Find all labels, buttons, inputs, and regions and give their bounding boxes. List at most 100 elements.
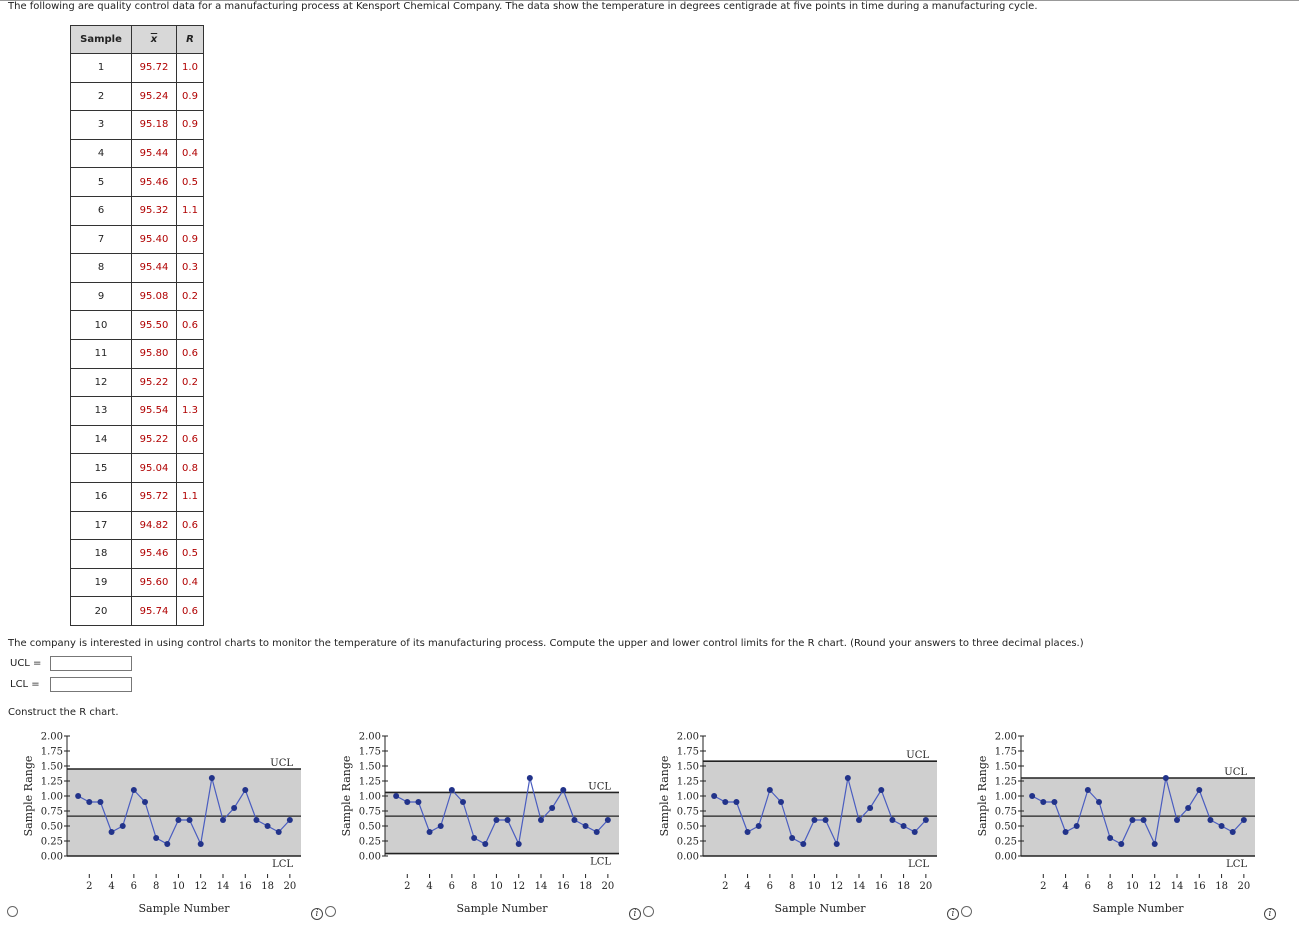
data-point: [253, 817, 260, 823]
data-point: [867, 805, 874, 811]
x-tick-label: 10: [1126, 881, 1139, 892]
control-band: [1021, 778, 1255, 856]
y-tick-label: 0.50: [41, 822, 63, 833]
cell-range: 0.8: [176, 453, 204, 483]
data-point: [526, 775, 533, 781]
data-point: [275, 829, 282, 835]
radio-button-icon-option-a[interactable]: [7, 906, 18, 917]
cell-sample: 15: [70, 453, 132, 483]
data-point: [404, 799, 411, 805]
info-icon-option-b[interactable]: i: [629, 908, 641, 920]
cell-sample: 16: [70, 481, 132, 512]
cell-sample: 3: [70, 110, 132, 140]
info-icon-option-c[interactable]: i: [947, 908, 959, 920]
cell-xbar: 95.32: [131, 195, 177, 226]
cell-range: 0.6: [176, 510, 204, 541]
table-row: 11 95.80 0.6: [70, 338, 204, 369]
y-axis-label: Sample Range: [976, 756, 989, 837]
table-row: 2 95.24 0.9: [70, 81, 204, 112]
cell-range: 0.2: [176, 281, 204, 312]
x-tick-label: 16: [875, 881, 888, 892]
x-tick-label: 10: [490, 881, 503, 892]
data-point: [264, 823, 271, 829]
x-tick-label: 8: [153, 881, 159, 892]
cell-range: 0.4: [176, 567, 204, 598]
radio-button-icon-option-b[interactable]: [325, 906, 336, 917]
cell-range: 0.5: [176, 539, 204, 569]
lcl-input[interactable]: [50, 677, 132, 692]
y-tick-label: 0.25: [677, 837, 699, 848]
x-tick-label: 18: [1215, 881, 1228, 892]
control-band: [67, 769, 301, 856]
table-row: 14 95.22 0.6: [70, 424, 204, 455]
data-point: [242, 787, 249, 793]
x-tick-label: 16: [1193, 881, 1206, 892]
data-point: [1040, 799, 1047, 805]
data-point: [1185, 805, 1192, 811]
cell-xbar: 95.24: [131, 81, 177, 112]
data-point: [426, 829, 433, 835]
cell-sample: 14: [70, 424, 132, 455]
x-tick-label: 18: [897, 881, 910, 892]
r-chart-option-1: UCL LCL 0.00 0.25 0.50 0.75 1.00 1.25 1.50 1.75 2.…: [333, 722, 633, 926]
cell-range: 0.5: [176, 167, 204, 197]
cell-xbar: 94.82: [131, 510, 177, 541]
data-point: [604, 817, 611, 823]
table-row: 8 95.44 0.3: [70, 253, 204, 283]
data-point: [711, 793, 718, 799]
table-row: 4 95.44 0.4: [70, 138, 204, 169]
data-point: [471, 835, 478, 841]
ucl-tag: UCL: [270, 758, 293, 769]
cell-xbar: 95.46: [131, 539, 177, 569]
ucl-input[interactable]: [50, 656, 132, 671]
info-icon-option-a[interactable]: i: [311, 908, 323, 920]
cell-range: 0.6: [176, 310, 204, 340]
y-tick-label: 1.25: [41, 777, 63, 788]
lcl-tag: LCL: [1226, 859, 1247, 870]
y-tick-label: 0.75: [41, 807, 63, 818]
data-point: [1029, 793, 1036, 799]
y-tick-label: 2.00: [359, 732, 381, 743]
table-row: 15 95.04 0.8: [70, 453, 204, 483]
cell-sample: 11: [70, 338, 132, 369]
table-row: 18 95.46 0.5: [70, 539, 204, 569]
cell-sample: 20: [70, 596, 132, 626]
table-row: 3 95.18 0.9: [70, 110, 204, 140]
x-tick-label: 4: [108, 881, 114, 892]
data-point: [504, 817, 511, 823]
r-chart-option-0: UCL LCL 0.00 0.25 0.50 0.75 1.00 1.25 1.50 1.75 2.…: [15, 722, 315, 926]
cell-sample: 2: [70, 81, 132, 112]
cell-range: 0.4: [176, 138, 204, 169]
data-point: [97, 799, 104, 805]
intro-text: The following are quality control data f…: [8, 1, 1038, 12]
cell-sample: 10: [70, 310, 132, 340]
data-point: [142, 799, 148, 805]
cell-range: 0.9: [176, 81, 204, 112]
ucl-label: UCL =: [10, 658, 42, 669]
x-tick-label: 6: [449, 881, 455, 892]
y-tick-label: 1.75: [359, 747, 381, 758]
cell-sample: 1: [70, 53, 132, 83]
x-tick-label: 16: [239, 881, 252, 892]
info-icon-option-d[interactable]: i: [1264, 908, 1276, 920]
radio-button-icon-option-c[interactable]: [643, 906, 654, 917]
cell-range: 0.9: [176, 224, 204, 255]
y-tick-label: 2.00: [41, 732, 63, 743]
cell-xbar: 95.72: [131, 53, 177, 83]
y-tick-label: 1.75: [677, 747, 699, 758]
cell-xbar: 95.72: [131, 481, 177, 512]
x-tick-label: 20: [919, 881, 932, 892]
radio-button-icon-option-d[interactable]: [961, 906, 972, 917]
question-text: The company is interested in using contr…: [8, 638, 1084, 649]
x-tick-label: 6: [1085, 881, 1091, 892]
y-tick-label: 1.75: [995, 747, 1017, 758]
data-point: [1084, 787, 1091, 793]
x-tick-label: 2: [404, 881, 410, 892]
data-point: [800, 841, 807, 847]
cell-xbar: 95.80: [131, 338, 177, 369]
data-point: [86, 799, 93, 805]
data-point: [493, 817, 500, 823]
y-tick-label: 0.75: [359, 807, 381, 818]
cell-sample: 13: [70, 396, 132, 426]
data-point: [175, 817, 182, 823]
